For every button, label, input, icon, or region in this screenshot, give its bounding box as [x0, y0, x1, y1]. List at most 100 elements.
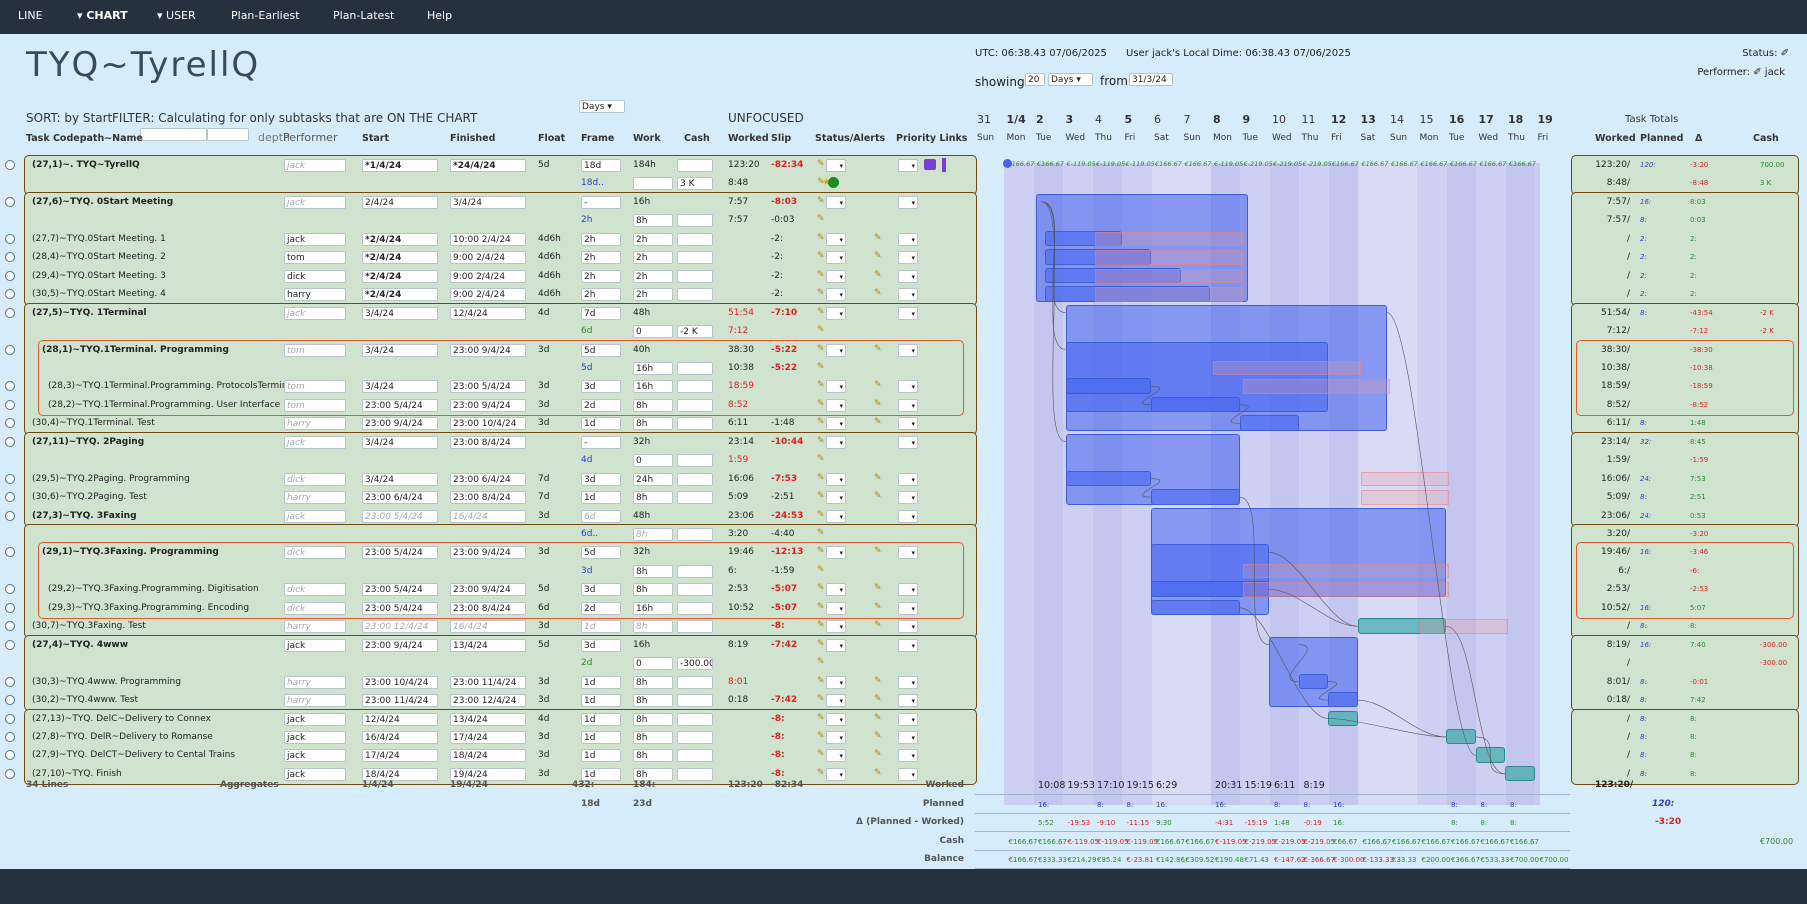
work-field[interactable]: 8h [633, 417, 673, 431]
row-select-radio[interactable] [5, 289, 15, 300]
row-select-radio[interactable] [5, 344, 15, 355]
cash-field[interactable] [677, 712, 713, 726]
link-pencil-icon[interactable]: ✎ [874, 380, 882, 391]
row-select-radio[interactable] [5, 270, 15, 281]
performer-field[interactable]: jack [284, 232, 346, 246]
priority-dropdown[interactable]: ▾ [898, 601, 918, 615]
task-name[interactable]: (27,5)~TYQ. 1Terminal [32, 307, 147, 318]
work-field[interactable]: 8h [633, 583, 673, 597]
priority-dropdown[interactable]: ▾ [898, 306, 918, 320]
edit-pencil-icon[interactable]: ✎ [817, 491, 825, 502]
gantt-task-bar[interactable] [1044, 230, 1122, 247]
frame-field[interactable]: 1d [581, 620, 621, 634]
frame-field[interactable]: - [581, 195, 621, 209]
start-field[interactable]: 3/4/24 [362, 306, 438, 320]
performer-field[interactable]: jack [284, 767, 346, 781]
finished-field[interactable]: 16/4/24 [450, 509, 526, 523]
menu-line[interactable]: LINE [18, 9, 43, 22]
performer-field[interactable]: jack [284, 159, 346, 172]
task-name[interactable]: (30,2)~TYQ.4www. Test [32, 695, 138, 706]
cash-field[interactable] [677, 454, 713, 468]
performer-label[interactable]: Performer: ✐ jack [1697, 67, 1785, 78]
performer-field[interactable]: dick [284, 546, 346, 560]
status-dropdown[interactable]: ▾ [826, 601, 846, 615]
work-field[interactable]: 8h [633, 675, 673, 689]
work-field[interactable]: 8h [633, 620, 673, 634]
cash-field[interactable] [677, 675, 713, 689]
row-select-radio[interactable] [5, 621, 15, 632]
priority-dropdown[interactable]: ▾ [898, 251, 918, 265]
row-select-radio[interactable] [5, 473, 15, 484]
start-field[interactable]: 23:00 9/4/24 [362, 417, 438, 431]
edit-pencil-icon[interactable]: ✎ [817, 509, 825, 520]
row-select-radio[interactable] [5, 492, 15, 503]
start-field[interactable]: *2/4/24 [362, 232, 438, 246]
link-pencil-icon[interactable]: ✎ [874, 620, 882, 631]
status-dropdown[interactable]: ▾ [826, 232, 846, 246]
frame-field[interactable]: 2h [581, 251, 621, 265]
row-select-radio[interactable] [5, 731, 15, 742]
task-name[interactable]: (27,7)~TYQ.0Start Meeting. 1 [32, 233, 166, 244]
cash-field[interactable] [677, 528, 713, 541]
work-field[interactable]: 8h [633, 528, 673, 541]
edit-pencil-icon[interactable]: ✎ [817, 435, 825, 446]
edit-pencil-icon[interactable]: ✎ [817, 583, 825, 594]
status-dropdown[interactable]: ▾ [826, 159, 846, 172]
performer-field[interactable]: harry [284, 417, 346, 431]
finished-field[interactable]: 9:00 2/4/24 [450, 251, 526, 265]
link-pencil-icon[interactable]: ✎ [874, 232, 882, 243]
row-select-radio[interactable] [5, 381, 15, 392]
finished-field[interactable]: 23:00 9/4/24 [450, 343, 526, 357]
finished-field[interactable]: 23:00 10/4/24 [450, 417, 526, 431]
folder-icon[interactable] [924, 159, 936, 170]
frame-field[interactable]: 2h [581, 232, 621, 246]
cash-field[interactable] [677, 398, 713, 412]
frame-unit-select[interactable]: Days ▾ [579, 100, 625, 113]
row-select-radio[interactable] [5, 510, 15, 521]
gantt-task-bar[interactable] [1151, 599, 1240, 616]
cash-field[interactable] [677, 583, 713, 597]
start-field[interactable]: 23:00 10/4/24 [362, 675, 438, 689]
status-dropdown[interactable]: ▾ [826, 269, 846, 283]
finished-field[interactable]: 17/4/24 [450, 730, 526, 744]
start-field[interactable]: 23:00 6/4/24 [362, 491, 438, 505]
work-field[interactable]: 0 [633, 325, 673, 339]
gantt-task-bar[interactable] [1446, 728, 1476, 745]
star-icon[interactable]: ★ [822, 177, 831, 189]
row-select-radio[interactable] [5, 639, 15, 650]
performer-field[interactable]: jack [284, 712, 346, 726]
priority-dropdown[interactable]: ▾ [898, 730, 918, 744]
frame-field[interactable]: 1d [581, 675, 621, 689]
work-field[interactable]: 8h [633, 730, 673, 744]
start-field[interactable]: 23:00 5/4/24 [362, 601, 438, 615]
performer-field[interactable]: tom [284, 343, 346, 357]
finished-field[interactable]: 16/4/24 [450, 620, 526, 634]
performer-field[interactable]: jack [284, 195, 346, 209]
start-field[interactable]: 3/4/24 [362, 380, 438, 394]
finished-field[interactable]: 10:00 2/4/24 [450, 232, 526, 246]
priority-dropdown[interactable]: ▾ [898, 269, 918, 283]
finished-field[interactable]: *24/4/24 [450, 159, 526, 172]
edit-pencil-icon[interactable]: ✎ [817, 306, 825, 317]
priority-dropdown[interactable]: ▾ [898, 583, 918, 597]
task-name[interactable]: (27,3)~TYQ. 3Faxing [32, 510, 137, 521]
edit-pencil-icon[interactable]: ✎ [817, 417, 825, 428]
priority-dropdown[interactable]: ▾ [898, 159, 918, 172]
link-pencil-icon[interactable]: ✎ [874, 601, 882, 612]
work-field[interactable]: 16h [633, 361, 673, 375]
frame-field[interactable]: 2d [581, 601, 621, 615]
frame-field[interactable]: 1d [581, 730, 621, 744]
edit-pencil-icon[interactable]: ✎ [817, 564, 825, 575]
cash-field[interactable] [677, 730, 713, 744]
cash-field[interactable] [677, 694, 713, 708]
edit-pencil-icon[interactable]: ✎ [817, 675, 825, 686]
link-pencil-icon[interactable]: ✎ [874, 583, 882, 594]
finished-field[interactable]: 23:00 5/4/24 [450, 380, 526, 394]
work-field[interactable]: 8h [633, 712, 673, 726]
priority-dropdown[interactable]: ▾ [898, 675, 918, 689]
row-select-radio[interactable] [5, 418, 15, 429]
priority-dropdown[interactable]: ▾ [898, 232, 918, 246]
status-dropdown[interactable]: ▾ [826, 638, 846, 652]
cash-field[interactable] [677, 159, 713, 172]
link-pencil-icon[interactable]: ✎ [874, 546, 882, 557]
